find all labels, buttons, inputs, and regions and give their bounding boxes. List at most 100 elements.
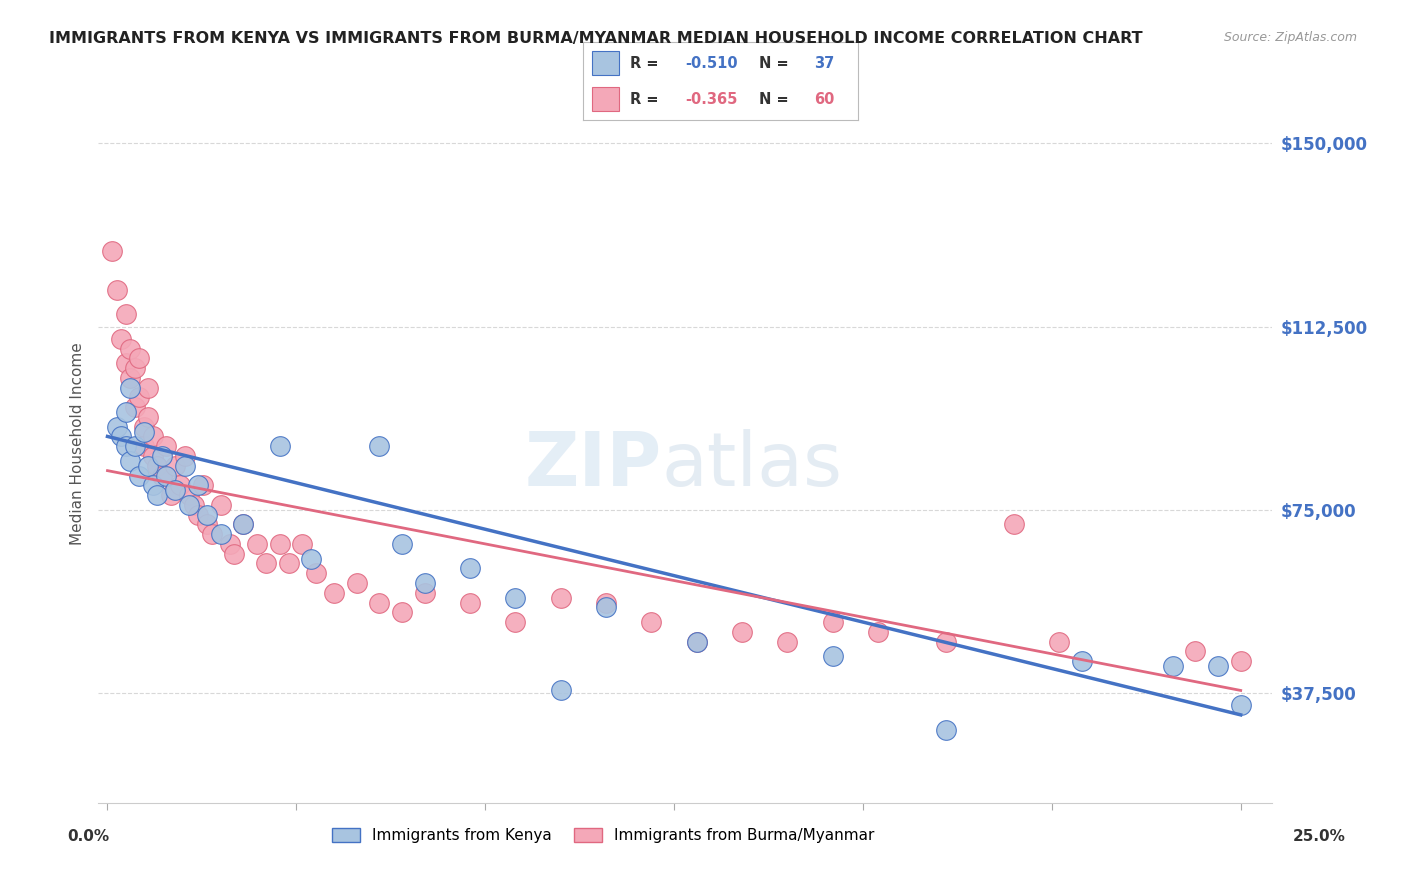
Point	[368, 595, 391, 609]
Point	[550, 591, 572, 605]
Point	[686, 634, 709, 648]
Point	[821, 615, 844, 629]
Point	[550, 683, 572, 698]
Point	[150, 449, 173, 463]
Point	[640, 615, 662, 629]
Point	[150, 468, 173, 483]
Point	[209, 498, 232, 512]
Text: Source: ZipAtlas.com: Source: ZipAtlas.com	[1223, 31, 1357, 45]
Point	[142, 449, 165, 463]
Point	[128, 468, 150, 483]
Point	[821, 649, 844, 664]
Point	[1184, 644, 1206, 658]
Point	[132, 439, 155, 453]
Point	[413, 586, 436, 600]
Point	[1229, 654, 1251, 668]
Bar	[592, 87, 619, 111]
Point	[413, 576, 436, 591]
Point	[183, 498, 205, 512]
Bar	[592, 52, 619, 75]
Point	[177, 498, 200, 512]
Point	[1047, 634, 1070, 648]
Point	[1071, 654, 1094, 668]
Point	[165, 458, 187, 473]
Point	[254, 557, 277, 571]
Text: R =: R =	[630, 55, 658, 70]
Point	[101, 244, 124, 258]
Point	[132, 425, 155, 439]
Text: IMMIGRANTS FROM KENYA VS IMMIGRANTS FROM BURMA/MYANMAR MEDIAN HOUSEHOLD INCOME C: IMMIGRANTS FROM KENYA VS IMMIGRANTS FROM…	[49, 31, 1143, 46]
Point	[120, 342, 142, 356]
Point	[1161, 659, 1184, 673]
Point	[458, 561, 481, 575]
Point	[114, 405, 136, 419]
Point	[120, 454, 142, 468]
Point	[232, 517, 254, 532]
Text: R =: R =	[630, 92, 658, 107]
Point	[124, 400, 146, 414]
Point	[142, 478, 165, 492]
Point	[232, 517, 254, 532]
Point	[391, 605, 413, 619]
Point	[323, 586, 346, 600]
Point	[114, 356, 136, 370]
Text: 0.0%: 0.0%	[67, 830, 110, 844]
Point	[173, 449, 195, 463]
Text: 25.0%: 25.0%	[1292, 830, 1346, 844]
Point	[136, 458, 159, 473]
Point	[120, 381, 142, 395]
Point	[191, 478, 214, 492]
Point	[160, 488, 183, 502]
Point	[595, 600, 617, 615]
Point	[224, 547, 246, 561]
Point	[595, 595, 617, 609]
Point	[218, 537, 240, 551]
Point	[105, 419, 128, 434]
Point	[120, 371, 142, 385]
Text: N =: N =	[759, 55, 789, 70]
Point	[110, 429, 132, 443]
Point	[195, 508, 218, 522]
Point	[124, 439, 146, 453]
Point	[686, 634, 709, 648]
Point	[195, 517, 218, 532]
Point	[291, 537, 314, 551]
Point	[391, 537, 413, 551]
Point	[124, 361, 146, 376]
Point	[1229, 698, 1251, 712]
Point	[1206, 659, 1229, 673]
Point	[146, 458, 169, 473]
Point	[277, 557, 299, 571]
Point	[110, 332, 132, 346]
Point	[165, 483, 187, 498]
Point	[173, 458, 195, 473]
Point	[346, 576, 368, 591]
Point	[731, 624, 754, 639]
Point	[776, 634, 799, 648]
Point	[142, 429, 165, 443]
Text: N =: N =	[759, 92, 789, 107]
Point	[105, 283, 128, 297]
Point	[155, 439, 177, 453]
Point	[305, 566, 328, 581]
Text: ZIP: ZIP	[524, 429, 662, 502]
Text: 60: 60	[814, 92, 834, 107]
Point	[169, 478, 191, 492]
Point	[177, 488, 200, 502]
Point	[458, 595, 481, 609]
Point	[1002, 517, 1025, 532]
Point	[868, 624, 890, 639]
Point	[114, 307, 136, 321]
Point	[114, 439, 136, 453]
Point	[368, 439, 391, 453]
Point	[935, 723, 957, 737]
Point	[128, 390, 150, 404]
Point	[246, 537, 269, 551]
Point	[269, 439, 291, 453]
Point	[187, 508, 209, 522]
Legend: Immigrants from Kenya, Immigrants from Burma/Myanmar: Immigrants from Kenya, Immigrants from B…	[326, 822, 880, 849]
Point	[301, 551, 323, 566]
Text: 37: 37	[814, 55, 834, 70]
Point	[209, 527, 232, 541]
Point	[505, 591, 527, 605]
